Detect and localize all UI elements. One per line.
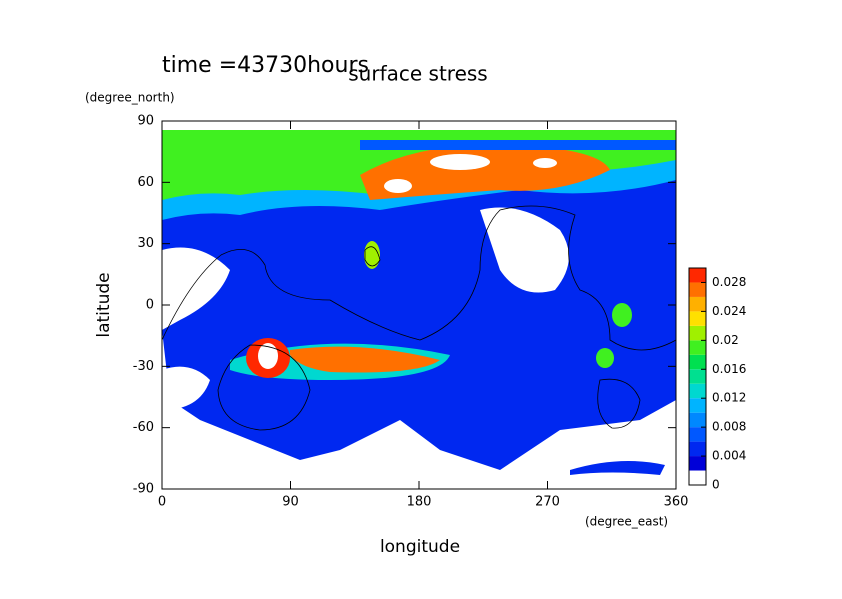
- colorbar-tick-label: 0.024: [712, 304, 746, 318]
- colorbar-tick-label: 0.012: [712, 391, 746, 405]
- x-tick-label: 270: [535, 495, 560, 510]
- colorbar-band: [689, 470, 706, 485]
- colorbar-tick-label: 0.008: [712, 420, 746, 434]
- y-tick-label: 0: [146, 298, 154, 313]
- colorbar-band: [689, 282, 706, 297]
- y-unit: (degree_north): [85, 91, 175, 105]
- chart-title: surface stress: [348, 62, 487, 86]
- y-tick-label: -90: [133, 482, 154, 497]
- colorbar-band: [689, 296, 706, 312]
- y-tick-label: -30: [133, 359, 154, 374]
- colorbar-tick-label: 0: [712, 478, 720, 492]
- x-unit: (degree_east): [585, 515, 668, 529]
- colorbar-band: [689, 427, 706, 442]
- colorbar-band: [689, 441, 706, 457]
- colorbar-band: [689, 311, 706, 326]
- colorbar-frame: [688, 267, 707, 486]
- contour-field: [162, 130, 676, 489]
- colorbar-tick-label: 0.028: [712, 275, 746, 289]
- y-tick-label: 60: [137, 175, 154, 190]
- x-tick-label: 180: [407, 495, 432, 510]
- y-tick-label: -60: [133, 420, 154, 435]
- y-tick-label: 90: [137, 114, 154, 129]
- colorbar-band: [689, 340, 706, 355]
- y-tick-label: 30: [137, 236, 154, 251]
- colorbar-band: [689, 268, 706, 283]
- x-tick-label: 360: [664, 495, 689, 510]
- time-label: time =43730hours: [162, 53, 369, 78]
- x-tick-label: 90: [282, 495, 299, 510]
- x-axis-label: longitude: [380, 537, 460, 557]
- colorbar-band: [689, 369, 706, 384]
- colorbar-band: [689, 412, 706, 428]
- colorbar-band: [689, 354, 706, 370]
- y-axis-label: latitude: [94, 272, 114, 337]
- colorbar-tick-label: 0.02: [712, 333, 739, 347]
- colorbar-band: [689, 456, 706, 471]
- colorbar-tick-label: 0.016: [712, 362, 746, 376]
- colorbar-tick-label: 0.004: [712, 449, 746, 463]
- colorbar-band: [689, 398, 706, 413]
- colorbar-band: [689, 325, 706, 341]
- x-tick-label: 0: [158, 495, 166, 510]
- colorbar-band: [689, 383, 706, 399]
